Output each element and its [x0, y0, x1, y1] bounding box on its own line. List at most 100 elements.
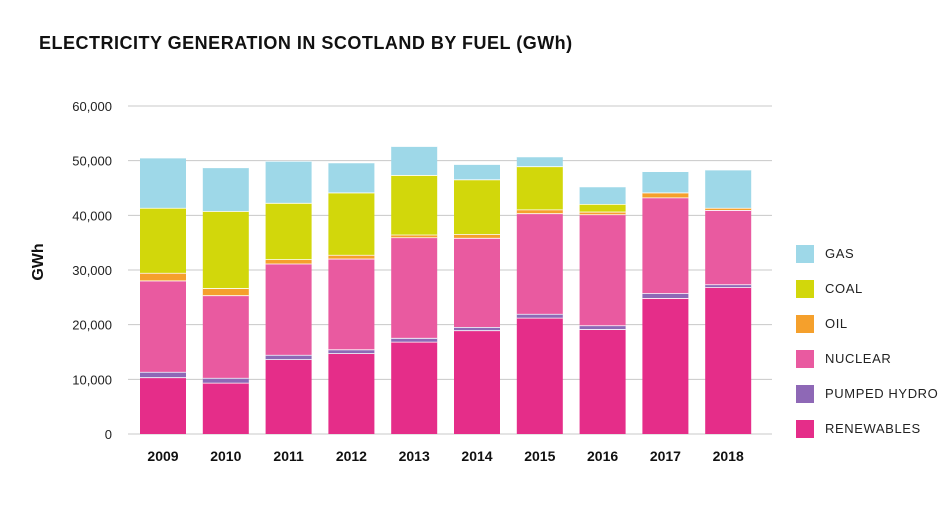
legend-swatch-nuclear	[796, 349, 814, 368]
legend-label-pumped-hydro: PUMPED HYDRO	[825, 386, 939, 401]
y-tick-label: 60,000	[72, 99, 112, 114]
bar-oil-2016	[579, 212, 626, 215]
bar-gas-2014	[454, 164, 500, 180]
bar-nuclear-2009	[140, 280, 186, 373]
legend: GAS COAL OIL NUCLEAR PUMPED HYDRO RENEWA…	[796, 236, 938, 446]
bar-pumped-hydro-2015	[516, 314, 563, 319]
x-tick-label: 2010	[210, 448, 241, 464]
bar-renewables-2010	[202, 383, 249, 434]
bar-renewables-2014	[454, 330, 500, 434]
x-tick-label: 2015	[524, 448, 555, 464]
y-axis-ticks: 0 10,000 20,000 30,000 40,000 50,000 60,000	[72, 99, 112, 442]
y-tick-label: 20,000	[72, 318, 112, 333]
bar-gas-2012	[328, 162, 375, 193]
x-tick-label: 2013	[399, 448, 430, 464]
bar-oil-2009	[140, 273, 186, 281]
bar-renewables-2009	[140, 377, 186, 434]
bar-nuclear-2010	[202, 295, 249, 379]
bar-pumped-hydro-2010	[202, 378, 249, 384]
legend-label-nuclear: NUCLEAR	[825, 351, 892, 366]
bar-coal-2009	[140, 208, 186, 274]
bar-coal-2016	[579, 204, 626, 213]
bar-renewables-2013	[391, 342, 438, 434]
bar-gas-2018	[705, 169, 752, 209]
legend-swatch-gas	[796, 244, 814, 263]
legend-label-oil: OIL	[825, 316, 848, 331]
bar-pumped-hydro-2011	[265, 355, 312, 360]
bar-gas-2009	[140, 157, 186, 209]
legend-swatch-renewables	[796, 419, 814, 438]
bar-coal-2010	[202, 211, 249, 289]
y-tick-label: 10,000	[72, 372, 112, 387]
bar-oil-2011	[265, 259, 312, 264]
y-tick-label: 0	[105, 427, 112, 442]
bar-gas-2015	[516, 156, 563, 167]
y-tick-label: 40,000	[72, 208, 112, 223]
bar-gas-2013	[391, 146, 438, 176]
legend-item-oil: OIL	[796, 306, 938, 341]
legend-label-gas: GAS	[825, 246, 855, 261]
bar-gas-2017	[642, 171, 689, 193]
bar-oil-2012	[328, 255, 375, 260]
legend-label-coal: COAL	[825, 281, 863, 296]
legend-label-renewables: RENEWABLES	[825, 421, 921, 436]
bar-nuclear-2014	[454, 238, 500, 328]
bar-nuclear-2018	[705, 210, 752, 285]
bar-renewables-2015	[516, 318, 563, 434]
y-tick-label: 50,000	[72, 154, 112, 169]
bar-gas-2011	[265, 161, 312, 204]
bar-coal-2012	[328, 192, 375, 256]
legend-swatch-pumped-hydro	[796, 384, 814, 403]
bar-coal-2013	[391, 175, 438, 236]
bar-gas-2016	[579, 186, 626, 205]
bar-renewables-2018	[705, 287, 752, 434]
y-tick-label: 30,000	[72, 263, 112, 278]
bar-pumped-hydro-2009	[140, 372, 186, 378]
chart-title: ELECTRICITY GENERATION IN SCOTLAND BY FU…	[39, 33, 573, 53]
bar-coal-2011	[265, 203, 312, 260]
bars	[140, 146, 752, 434]
legend-item-renewables: RENEWABLES	[796, 411, 938, 446]
bar-nuclear-2011	[265, 263, 312, 356]
bar-oil-2014	[454, 234, 500, 239]
x-tick-label: 2017	[650, 448, 681, 464]
x-tick-label: 2011	[273, 448, 304, 464]
bar-pumped-hydro-2014	[454, 327, 500, 331]
bar-coal-2015	[516, 166, 563, 210]
legend-item-coal: COAL	[796, 271, 938, 306]
y-axis-title: GWh	[30, 243, 47, 280]
bar-nuclear-2016	[579, 214, 626, 326]
bar-pumped-hydro-2018	[705, 284, 752, 288]
bar-nuclear-2012	[328, 259, 375, 350]
bar-pumped-hydro-2017	[642, 293, 689, 299]
x-tick-label: 2009	[147, 448, 178, 464]
x-tick-label: 2014	[461, 448, 492, 464]
bar-oil-2010	[202, 288, 249, 296]
bar-pumped-hydro-2012	[328, 349, 375, 354]
legend-item-gas: GAS	[796, 236, 938, 271]
bar-renewables-2016	[579, 329, 626, 434]
bar-coal-2014	[454, 179, 500, 235]
legend-item-pumped-hydro: PUMPED HYDRO	[796, 376, 938, 411]
bar-nuclear-2017	[642, 197, 689, 294]
bar-nuclear-2013	[391, 237, 438, 339]
bar-gas-2010	[202, 167, 249, 212]
legend-item-nuclear: NUCLEAR	[796, 341, 938, 376]
bar-oil-2013	[391, 235, 438, 238]
x-tick-label: 2012	[336, 448, 367, 464]
bar-oil-2018	[705, 208, 752, 211]
x-axis-ticks: 2009 2010 2011 2012 2013 2014 2015 2016 2017 2018	[147, 448, 744, 464]
bar-renewables-2012	[328, 353, 375, 434]
x-tick-label: 2018	[713, 448, 744, 464]
x-tick-label: 2016	[587, 448, 618, 464]
legend-swatch-coal	[796, 279, 814, 298]
bar-oil-2015	[516, 209, 563, 214]
legend-swatch-oil	[796, 314, 814, 333]
bar-oil-2017	[642, 192, 689, 198]
bar-renewables-2011	[265, 359, 312, 434]
bar-nuclear-2015	[516, 213, 563, 315]
bar-renewables-2017	[642, 298, 689, 434]
bar-pumped-hydro-2016	[579, 325, 626, 330]
bar-pumped-hydro-2013	[391, 338, 438, 343]
